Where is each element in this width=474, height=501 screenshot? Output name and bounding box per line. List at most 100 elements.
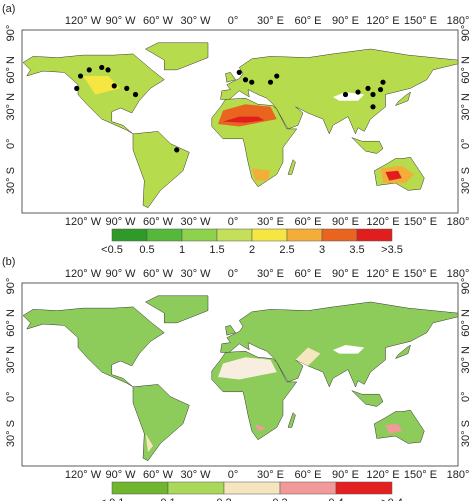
lon-label-top: 60° W [143,268,174,280]
colorbar-label: >3.5 [381,244,403,256]
colorbar-label: >0.4 [381,497,403,501]
lon-label-top: 60° W [143,15,174,27]
site [365,85,371,91]
panel-label: (a) [2,3,15,15]
site [105,67,111,73]
site [111,83,117,89]
lat-label-right: 30° S [460,420,472,447]
land [287,412,296,428]
lat-label-left: 60° N [5,56,17,84]
site [249,79,255,85]
lon-label-bottom: 60° E [294,216,321,228]
site [174,147,180,153]
site [267,79,274,85]
site [242,77,249,83]
lon-label-top: 150° E [404,268,437,280]
colorbar-swatch [111,481,169,495]
colorbar-label: <0.5 [101,244,123,256]
lat-label-left: 90° [5,25,17,42]
lon-label-top: 120° W [65,268,102,280]
land [287,159,296,175]
colorbar-swatch [356,228,393,242]
colorbar-label: 3 [319,244,325,256]
lat-label-right: 60° N [460,309,472,337]
lat-label-right: 90° [460,278,472,295]
value-region [251,168,271,181]
land [351,137,384,154]
value-region [333,345,365,354]
lon-label-bottom: 150° E [404,469,437,481]
lon-label-top: 180° [447,15,470,27]
land [394,91,411,107]
site [132,91,139,98]
lon-label-top: 90° E [332,15,359,27]
site [355,89,361,95]
land [225,325,236,336]
value-region [145,433,153,453]
lon-label-top: 60° E [294,15,321,27]
site [342,91,349,98]
lon-label-bottom: 120° W [65,469,102,481]
colorbar-swatch [181,228,218,242]
lon-label-top: 60° E [294,268,321,280]
lon-label-bottom: 60° E [294,469,321,481]
colorbar-label: 2 [249,244,255,256]
lon-label-bottom: 0° [228,469,239,481]
lat-label-right: 0° [460,391,472,402]
colorbar-swatch [223,481,281,495]
lon-label-top: 180° [447,268,470,280]
value-region [385,423,402,434]
colorbar-swatch [146,228,183,242]
lon-label-bottom: 180° [447,216,470,228]
site [380,79,386,85]
lon-label-bottom: 0° [228,216,239,228]
colorbar-swatch [111,228,148,242]
site [74,85,80,91]
site [124,85,130,91]
lon-label-bottom: 90° E [332,469,359,481]
colorbar-label: 1.5 [209,244,224,256]
colorbar-label: 0.5 [139,244,154,256]
lat-label-right: 60° N [460,56,472,84]
lon-label-bottom: 90° W [105,469,136,481]
colorbar-label: 1 [179,244,185,256]
lat-label-right: 30° N [460,346,472,374]
lon-label-top: 30° E [257,268,284,280]
lon-label-bottom: 90° W [105,216,136,228]
lon-label-top: 30° W [180,15,211,27]
lon-label-bottom: 30° E [257,216,284,228]
land [394,344,411,360]
land [220,301,459,388]
site [86,67,92,73]
lat-label-left: 30° N [5,346,17,374]
land [22,306,165,388]
colorbar-label: 0.2 [216,497,231,501]
value-region [223,116,265,123]
site [370,91,376,98]
lon-label-bottom: 180° [447,469,470,481]
lat-label-left: 0° [5,391,17,402]
land [225,72,236,83]
colorbar-swatch [286,228,323,242]
lon-label-bottom: 90° E [332,216,359,228]
lon-label-bottom: 30° W [180,216,211,228]
value-region [83,76,121,95]
lon-label-top: 120° W [65,15,102,27]
lon-label-bottom: 30° E [257,469,284,481]
lon-label-top: 90° W [105,15,136,27]
lon-label-top: 120° E [366,15,399,27]
lat-label-left: 0° [5,138,17,149]
site [77,73,84,79]
colorbar-label: 2.5 [279,244,294,256]
lat-label-right: 30° S [460,167,472,194]
lat-label-left: 60° N [5,309,17,337]
lat-label-left: 30° N [5,93,17,121]
site [274,73,280,79]
lon-label-bottom: 60° W [143,216,174,228]
colorbar-label: 0.3 [272,497,287,501]
lon-label-bottom: 30° W [180,469,211,481]
lon-label-bottom: 120° E [366,469,399,481]
colorbar-swatch [321,228,358,242]
colorbar-label: 0.4 [328,497,343,501]
colorbar-label: 3.5 [349,244,364,256]
